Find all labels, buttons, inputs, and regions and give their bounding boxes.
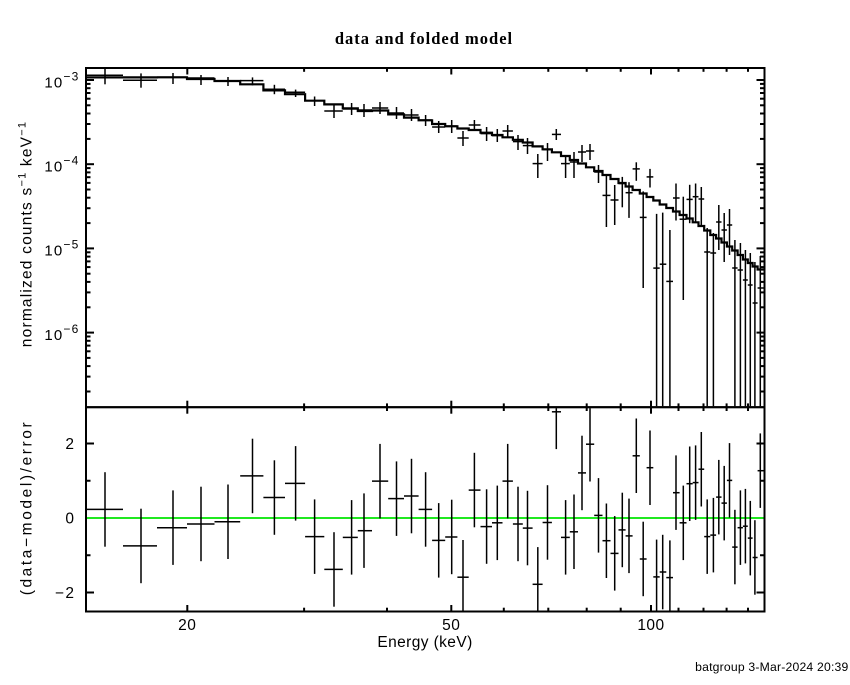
svg-text:20: 20: [178, 617, 196, 634]
svg-text:normalized counts s−1 keV−1: normalized counts s−1 keV−1: [17, 121, 36, 347]
svg-text:(data−model)/error: (data−model)/error: [19, 420, 36, 596]
svg-text:−2: −2: [55, 585, 76, 602]
svg-text:batgroup 3-Mar-2024 20:39: batgroup 3-Mar-2024 20:39: [695, 660, 848, 674]
svg-text:0: 0: [65, 511, 75, 528]
svg-text:data and folded model: data and folded model: [335, 29, 513, 48]
svg-text:50: 50: [442, 617, 460, 634]
svg-text:100: 100: [637, 617, 664, 634]
svg-text:Energy (keV): Energy (keV): [377, 634, 472, 651]
svg-text:2: 2: [65, 436, 75, 453]
svg-text:10−3: 10−3: [44, 69, 79, 91]
